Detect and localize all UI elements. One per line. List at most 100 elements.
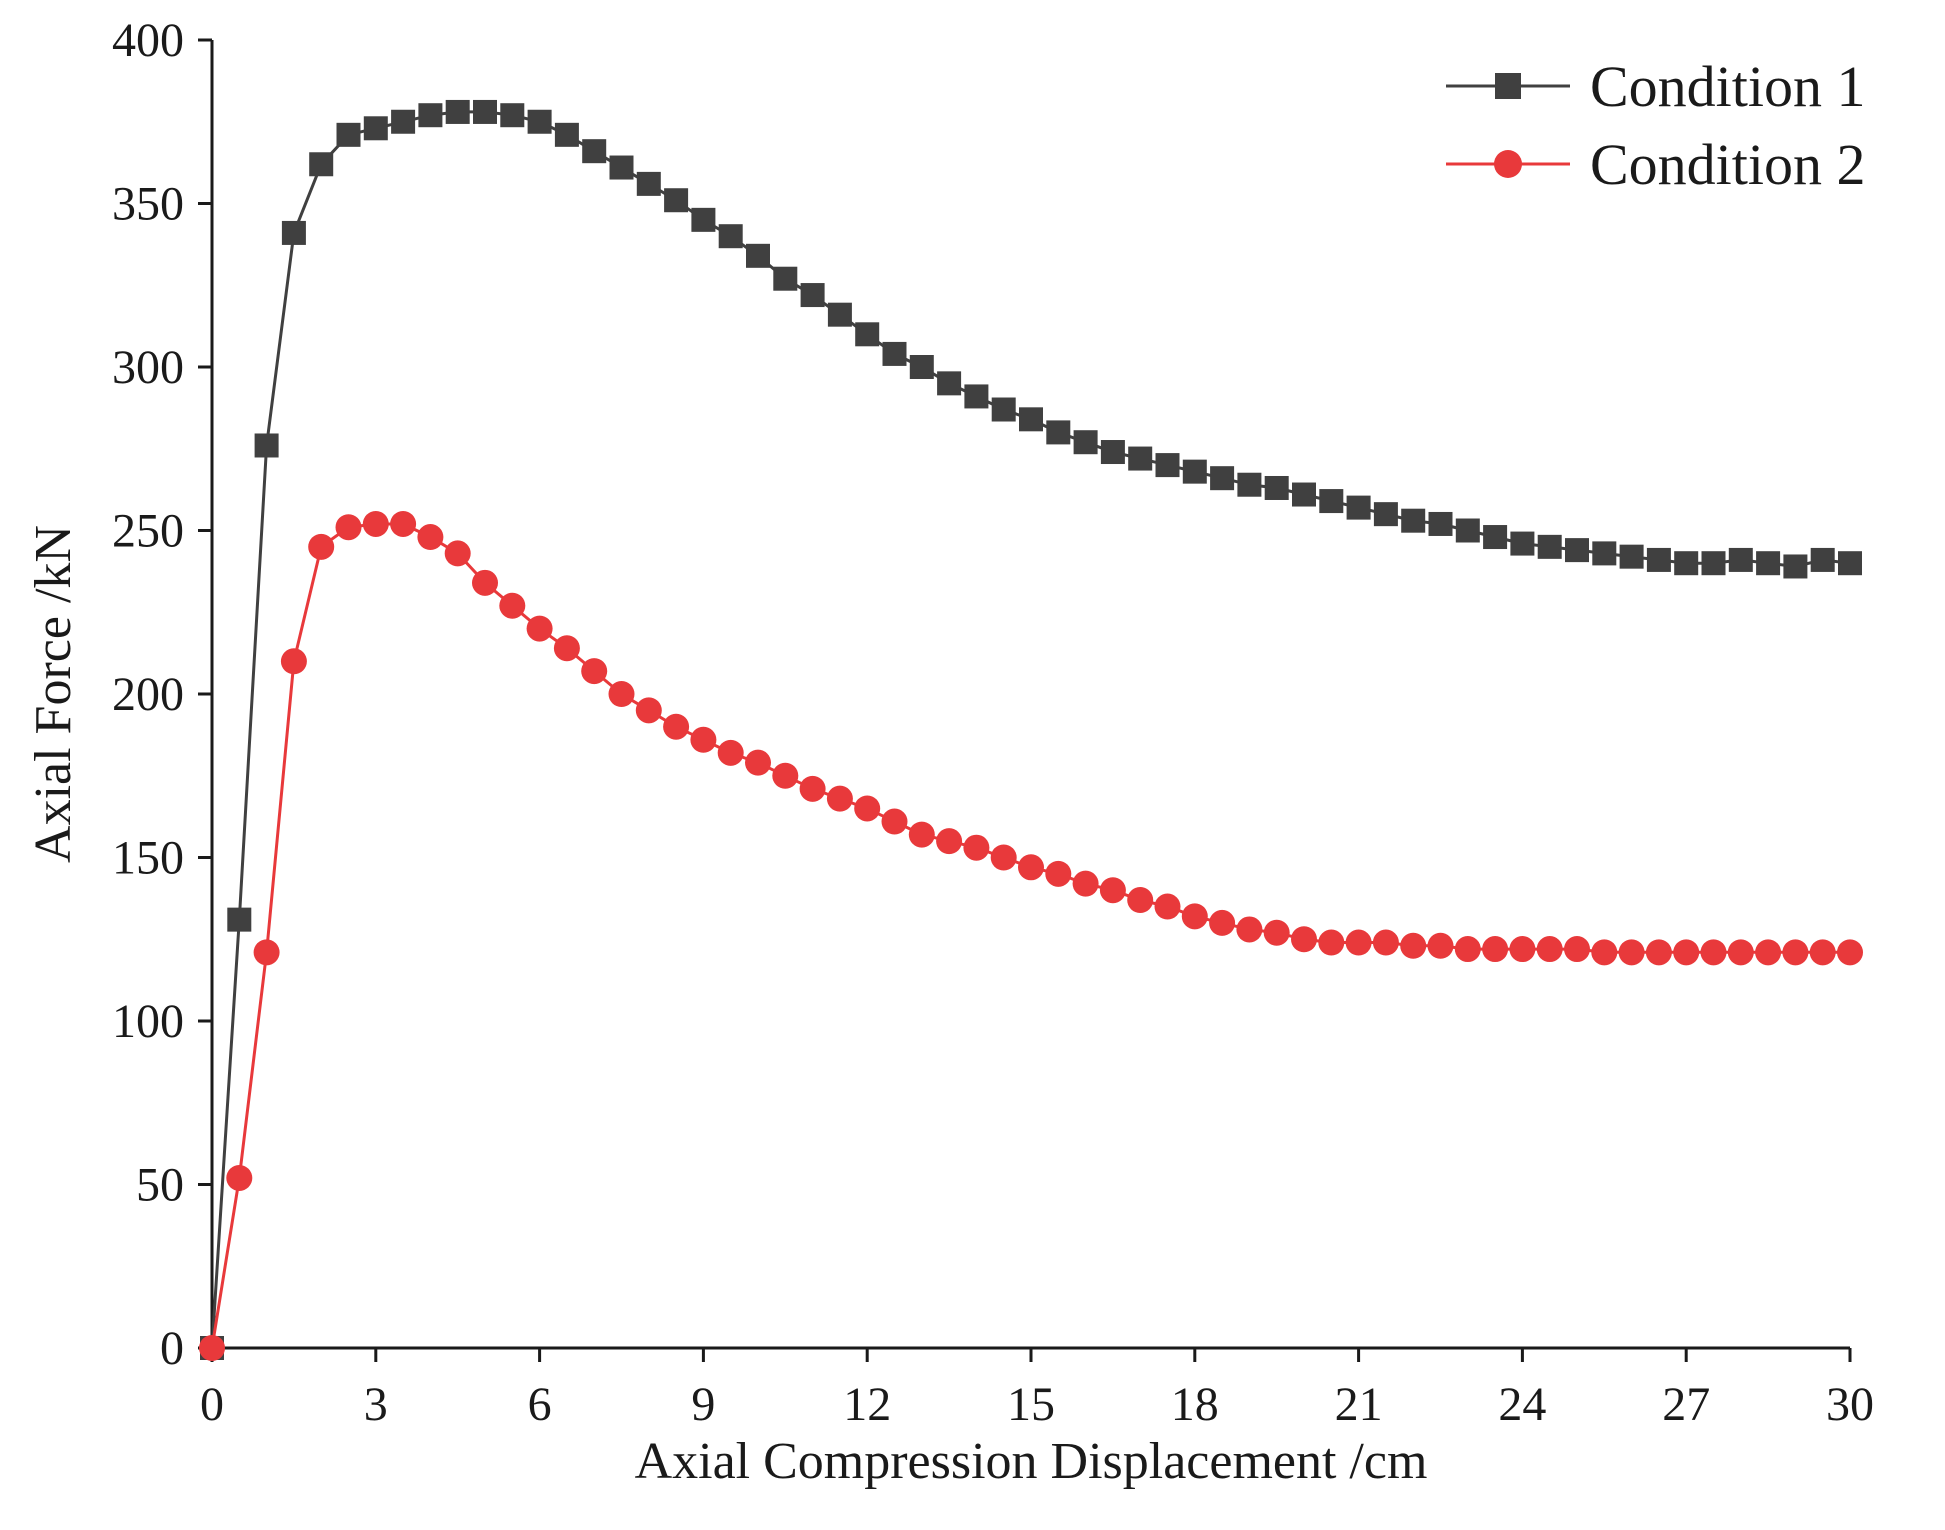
legend: Condition 1 Condition 2 (1446, 54, 1866, 197)
x-axis-title: Axial Compression Displacement /cm (635, 1433, 1428, 1490)
data-point (1182, 459, 1207, 484)
data-point (1346, 495, 1371, 520)
data-point (527, 109, 552, 134)
legend-label-condition-1: Condition 1 (1590, 54, 1866, 119)
data-point (1455, 518, 1480, 543)
data-point (1264, 475, 1289, 500)
data-point (1100, 440, 1125, 465)
data-point (990, 844, 1017, 871)
data-point (553, 635, 580, 662)
y-tick-label: 0 (160, 1322, 184, 1375)
x-tick-label: 6 (528, 1378, 552, 1431)
series-layer (199, 99, 1863, 1361)
data-point (499, 592, 526, 619)
series-condition-2 (199, 510, 1863, 1361)
data-point (445, 99, 470, 124)
legend-marker-circle (1494, 150, 1522, 178)
data-point (909, 355, 934, 379)
data-point (663, 713, 690, 740)
y-tick-label: 400 (112, 14, 184, 67)
x-tick-label: 24 (1498, 1378, 1546, 1431)
data-point (554, 122, 579, 147)
data-point (882, 341, 907, 366)
data-point (1810, 547, 1835, 572)
data-point (854, 795, 881, 822)
y-axis-title: Axial Force /kN (25, 525, 82, 863)
data-point (1536, 936, 1563, 963)
data-point (1318, 929, 1345, 956)
data-point (1236, 916, 1263, 943)
data-point (1073, 430, 1098, 455)
x-tick-label: 27 (1662, 1378, 1710, 1431)
data-point (1509, 936, 1536, 963)
data-point (1564, 936, 1590, 963)
data-point (1209, 909, 1236, 936)
data-point (1345, 929, 1372, 956)
data-point (1838, 551, 1862, 576)
data-point (582, 139, 607, 164)
data-point (1482, 936, 1509, 963)
data-point (281, 220, 306, 245)
data-point (1237, 472, 1262, 497)
data-point (1646, 547, 1671, 572)
y-tick-label: 50 (136, 1159, 184, 1212)
data-point (253, 939, 280, 966)
legend-item-condition-1: Condition 1 (1446, 54, 1866, 119)
data-point (1727, 939, 1754, 966)
data-point (690, 726, 717, 753)
data-point (500, 103, 525, 128)
data-point (226, 1164, 253, 1191)
data-point (1592, 541, 1617, 566)
data-point (1728, 547, 1753, 572)
data-point (391, 109, 416, 134)
y-tick-label: 350 (112, 178, 184, 231)
data-point (826, 785, 853, 812)
data-point (1263, 919, 1290, 946)
legend-item-condition-2: Condition 2 (1446, 132, 1866, 197)
data-point (1510, 531, 1535, 556)
data-point (363, 116, 388, 141)
data-point (336, 122, 361, 147)
legend-marker-square (1495, 73, 1521, 99)
axes (210, 40, 1850, 1350)
y-tick-label: 250 (112, 505, 184, 558)
data-point (1565, 538, 1589, 563)
data-point (1700, 939, 1727, 966)
data-point (964, 384, 989, 409)
data-point (390, 510, 417, 537)
data-point (718, 224, 743, 249)
data-point (1181, 903, 1208, 930)
data-point (908, 821, 935, 848)
data-point (1319, 489, 1344, 514)
data-point (1427, 932, 1454, 959)
x-tick-label: 30 (1826, 1378, 1874, 1431)
data-point (581, 658, 608, 685)
data-point (635, 697, 662, 724)
data-point (1591, 939, 1618, 966)
data-point (936, 828, 963, 855)
data-point (1645, 939, 1672, 966)
x-axis-ticks: 0 3 6 9 12 15 18 21 24 27 30 (200, 1348, 1874, 1431)
x-tick-label: 21 (1335, 1378, 1383, 1431)
data-point (1373, 502, 1398, 527)
series-line (210, 522, 1850, 1349)
data-point (417, 524, 444, 551)
data-point (773, 266, 798, 291)
y-axis-ticks: 0 50 100 150 200 250 300 350 400 (112, 14, 212, 1375)
data-point (1428, 511, 1453, 536)
data-point (609, 155, 634, 180)
data-point (1619, 544, 1644, 569)
data-point (1483, 525, 1508, 550)
data-point (1755, 939, 1782, 966)
data-point (772, 762, 799, 789)
data-point (472, 569, 498, 596)
data-point (1782, 939, 1809, 966)
data-point (1045, 860, 1072, 887)
data-point (254, 433, 279, 458)
data-point (1837, 939, 1863, 966)
y-tick-label: 150 (112, 832, 184, 885)
data-point (691, 207, 716, 232)
series-condition-1 (200, 99, 1862, 1360)
data-point (1701, 551, 1726, 576)
